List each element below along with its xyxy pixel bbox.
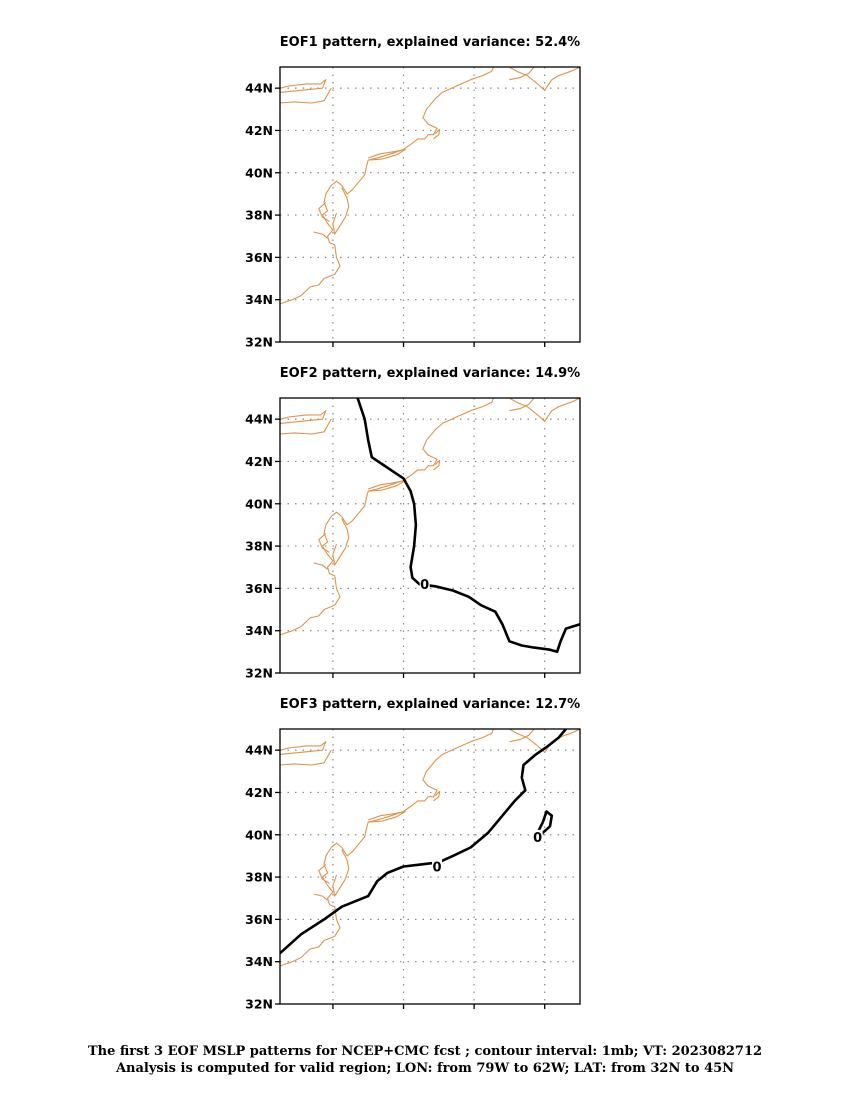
coastline-segment [313,562,328,570]
y-tick-label: 38N [245,208,273,223]
x-tick-label: 64W [529,1011,560,1012]
coastline-segment [509,398,535,412]
coastline-segment [280,398,495,636]
coastline-segment [280,67,495,305]
coastline-segment [332,518,350,566]
contours: 0 [356,398,580,654]
y-tick-label: 40N [245,165,273,180]
y-tick-label: 42N [245,785,273,800]
contour-label: 0 [433,861,442,876]
x-tick-label: 76W [317,349,348,350]
x-tick-label: 76W [317,680,348,681]
y-tick-label: 34N [245,292,273,307]
x-tick-label: 72W [388,1011,419,1012]
coastline-segment [368,810,406,823]
y-tick-label: 40N [245,496,273,511]
coastline-segment [509,729,535,743]
coastline-segment [509,729,580,753]
y-tick-label: 32N [245,997,273,1012]
coastline-segment [509,398,580,422]
contour-label-bg [532,829,543,844]
coastline-segment [280,749,332,766]
plot-frame [279,66,581,343]
grid [280,729,580,1004]
coastline-segment [280,729,495,967]
y-tick-label: 42N [245,123,273,138]
coastline [280,729,580,967]
coastline-segment [509,67,580,91]
coastline-segment [433,128,441,140]
y-tick-label: 32N [245,666,273,681]
eof1-map: 32N 34N 36N 38N 40N 42N 44N 76W 72W 68W 64W [245,66,581,350]
coastline [280,398,580,636]
contour-line-0 [356,398,580,654]
y-tick-label: 34N [245,954,273,969]
coastline-segment [280,741,327,755]
contour-label-bg [419,577,430,592]
y-tick-label: 44N [245,412,273,427]
y-tick-label: 44N [245,743,273,758]
x-tick-label: 68W [459,1011,490,1012]
x-tick-label: 68W [459,349,490,350]
contour-label: 0 [533,831,542,846]
figure-caption: The first 3 EOF MSLP patterns for NCEP+C… [0,1043,850,1077]
coastline-segment [280,418,332,435]
coastline-segment [332,849,350,897]
contour-line-0 [536,810,554,834]
caption-line-1: The first 3 EOF MSLP patterns for NCEP+C… [87,1044,763,1059]
x-tick-label: 64W [529,680,560,681]
eof2-map: 0 32N 34N 36N 38N 40N 42N 44N 76W 72W 68W 64W [245,397,581,681]
contour-line-0 [280,729,568,955]
coastline-segment [280,87,332,104]
x-tick-label: 68W [459,680,490,681]
y-tick-label: 38N [245,539,273,554]
coastline-segment [509,67,535,81]
plot-frame [279,397,581,674]
y-tick-label: 36N [245,250,273,265]
x-tick-label: 72W [388,349,419,350]
y-tick-label: 38N [245,870,273,885]
coastline-segment [433,459,441,471]
caption-line-2: Analysis is computed for valid region; L… [115,1061,735,1076]
x-tick-label: 72W [388,680,419,681]
coastline-segment [368,148,406,161]
x-tick-label: 64W [529,349,560,350]
coastline-segment [313,893,328,901]
y-tick-label: 36N [245,581,273,596]
plot-frame [279,728,581,1005]
y-tick-label: 32N [245,335,273,350]
coastline-segment [280,410,327,424]
coastline-segment [318,532,330,553]
coastline [280,67,580,305]
y-tick-label: 42N [245,454,273,469]
contour-label: 0 [420,578,429,593]
coastline-segment [313,231,328,239]
grid [280,67,580,342]
coastline-segment [318,863,330,884]
panel-title-eof2: EOF2 pattern, explained variance: 14.9% [279,366,581,381]
y-tick-label: 40N [245,827,273,842]
y-tick-label: 36N [245,912,273,927]
panel-title-eof3: EOF3 pattern, explained variance: 12.7% [279,697,581,712]
coastline-segment [280,79,327,93]
coastline-segment [332,187,350,235]
contour-label-bg [432,859,443,874]
contours: 00 [280,729,568,955]
coastline-segment [318,201,330,222]
x-tick-label: 76W [317,1011,348,1012]
grid [280,398,580,673]
coastline-segment [433,790,441,802]
panel-title-eof1: EOF1 pattern, explained variance: 52.4% [279,35,581,50]
eof3-map: 0032N34N36N38N40N42N44N76W72W68W64W [245,728,581,1012]
y-tick-label: 34N [245,623,273,638]
y-tick-label: 44N [245,81,273,96]
